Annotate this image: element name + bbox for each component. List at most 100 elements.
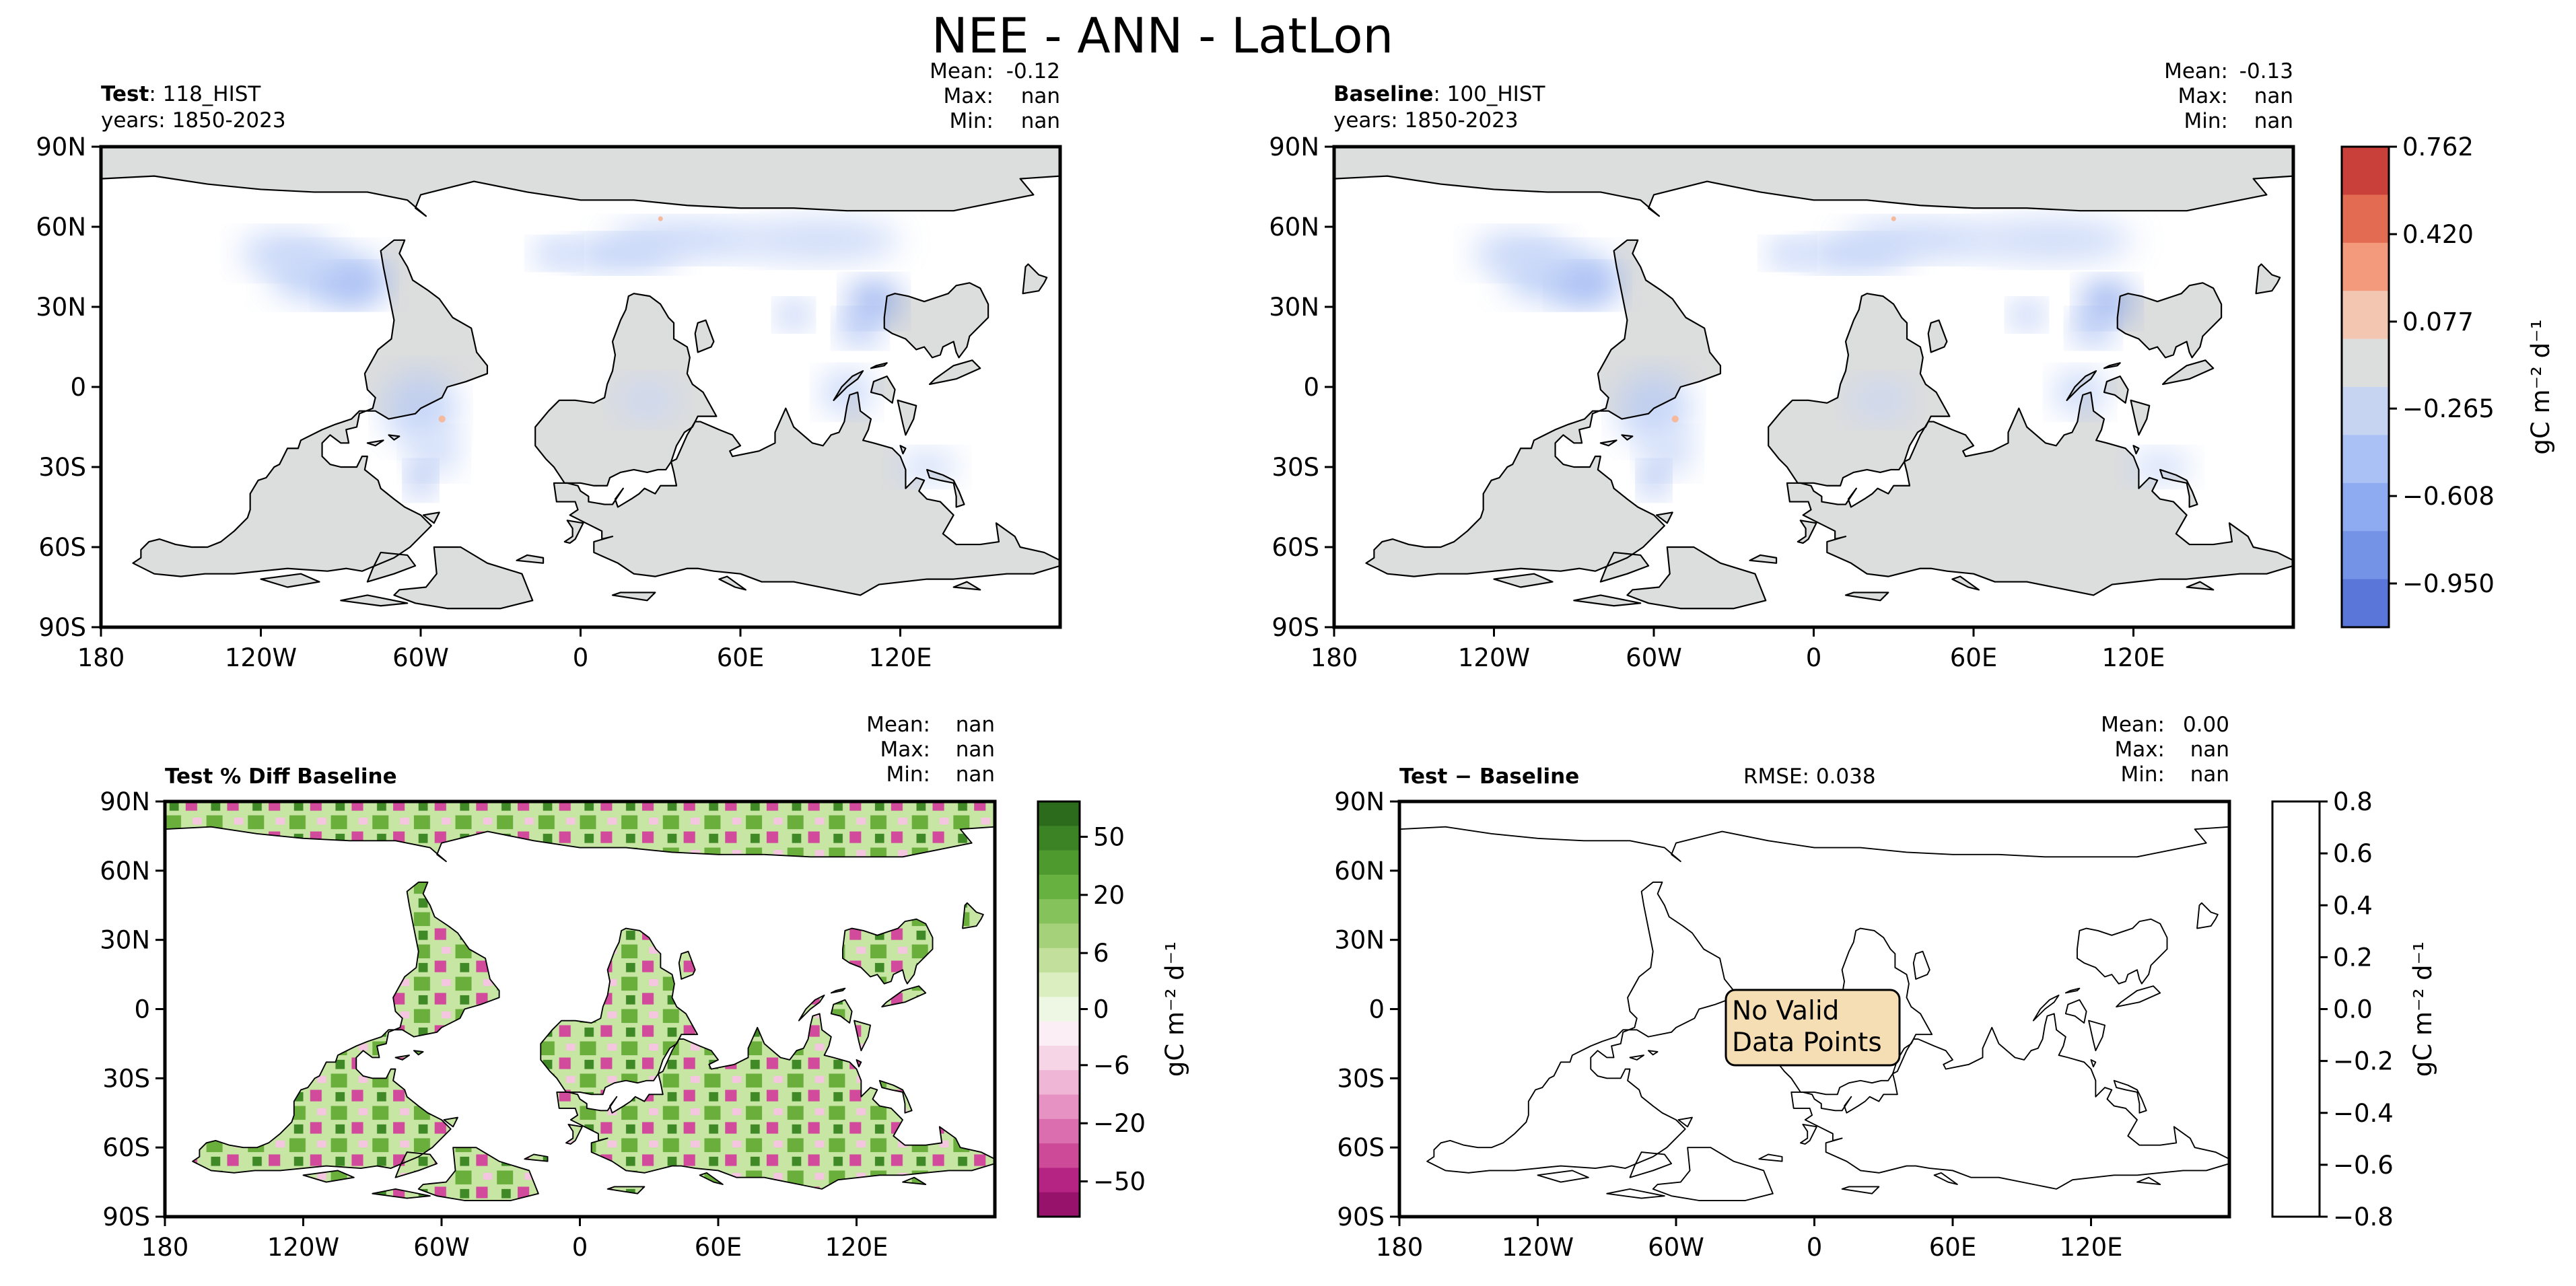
colorbar-segment	[2272, 801, 2320, 1217]
test-min-label: Min:	[950, 109, 994, 133]
baseline-lon-tick-label: 120W	[1458, 643, 1530, 672]
colorbar-segment	[1038, 850, 1080, 876]
diff-max-value: nan	[2190, 738, 2229, 762]
diff-lon-tick-label: 60W	[1648, 1233, 1704, 1262]
colorbar-segment	[1038, 1168, 1080, 1193]
colorbar-tick-label: −50	[1093, 1168, 1146, 1196]
colorbar-segment	[1038, 874, 1080, 900]
colorbar-tick-label: 20	[1093, 881, 1125, 910]
baseline-mean-value: -0.13	[2239, 59, 2293, 83]
pctdiff-lat-tick-label: 30S	[102, 1064, 150, 1093]
colorbar-segment	[1038, 826, 1080, 851]
diff-lon-tick-label: 0	[1807, 1233, 1823, 1262]
colorbar-segment	[2342, 242, 2389, 291]
test-lat-tick-label: 90S	[38, 613, 86, 642]
baseline-lon-tick-label: 180	[1311, 643, 1358, 672]
baseline-case-name: : 100_HIST	[1433, 82, 1545, 106]
baseline-lat-tick-label: 60N	[1269, 213, 1319, 242]
colorbar-segment	[2342, 483, 2389, 532]
diff-lon-tick-label: 120W	[1502, 1233, 1574, 1262]
colorbar-segment	[1038, 1192, 1080, 1217]
pctdiff-lon-tick-label: 60W	[413, 1233, 470, 1262]
test-years: years: 1850-2023	[101, 108, 286, 133]
colorbar-main: 0.762 0.420 0.077 −0.265 −0.608 −0.950 gC m⁻² …	[2340, 133, 2555, 629]
colorbar-tick-label: −0.4	[2333, 1099, 2394, 1128]
pctdiff-lat-tick-label: 30N	[100, 926, 150, 955]
pctdiff-max-value: nan	[956, 738, 995, 762]
baseline-years: years: 1850-2023	[1333, 108, 1519, 133]
pctdiff-min-label: Min:	[886, 762, 930, 787]
baseline-lon-tick-label: 120E	[2102, 643, 2165, 672]
colorbar-tick-label: −0.265	[2402, 394, 2495, 423]
colorbar-units-label: gC m⁻² d⁻¹	[1160, 941, 1189, 1077]
colorbar-tick-label: −20	[1093, 1109, 1146, 1138]
baseline-lat-tick-label: 30N	[1269, 293, 1319, 322]
colorbar-segment	[2342, 531, 2389, 580]
colorbar-tick-label: −0.2	[2333, 1047, 2394, 1076]
colorbar-tick-label: 0.6	[2333, 839, 2373, 868]
baseline-panel-header: Baseline: 100_HIST years: 1850-2023 Mean…	[1333, 59, 2293, 133]
test-panel-header: Test: 118_HIST years: 1850-2023 Mean: -0…	[101, 59, 1060, 133]
colorbar-segment	[1038, 997, 1080, 1022]
pctdiff-lon-tick-label: 120W	[267, 1233, 339, 1262]
colorbar-segment	[1038, 1021, 1080, 1046]
colorbar-segment	[2342, 147, 2389, 196]
test-lon-tick-label: 0	[573, 643, 589, 672]
pctdiff-lat-tick-label: 60N	[100, 857, 150, 886]
diff-mean-label: Mean:	[2101, 713, 2165, 737]
baseline-mean-label: Mean:	[2164, 59, 2228, 83]
colorbar-tick-label: 0	[1093, 995, 1109, 1024]
test-lat-tick-label: 0	[70, 373, 86, 402]
test-lat-tick-label: 30S	[38, 453, 86, 482]
colorbar-segment	[1038, 923, 1080, 949]
colorbar-tick-label: 0.4	[2333, 891, 2373, 920]
diff-lat-tick-label: 30N	[1334, 926, 1385, 955]
baseline-lat-tick-label: 0	[1303, 373, 1319, 402]
diff-min-value: nan	[2190, 762, 2229, 787]
diff-lat-tick-label: 60S	[1337, 1133, 1385, 1162]
pctdiff-lon-tick-label: 0	[572, 1233, 588, 1262]
pctdiff-max-label: Max:	[880, 738, 930, 762]
diff-lat-tick-label: 90N	[1334, 787, 1385, 816]
baseline-data-field	[1472, 216, 2192, 497]
colorbar-tick-label: 0.2	[2333, 943, 2373, 972]
pctdiff-lon-tick-label: 180	[141, 1233, 189, 1262]
colorbar-segment	[2342, 338, 2389, 388]
baseline-lat-tick-label: 30S	[1272, 453, 1319, 482]
diff-lat-tick-label: 0	[1368, 995, 1385, 1024]
colorbar-tick-label: 0.420	[2402, 220, 2474, 249]
colorbar-segment	[2342, 291, 2389, 340]
colorbar-tick-label: 6	[1093, 939, 1109, 968]
colorbar-pct-diff: 50 20 6 0 −6 −20 −50 gC m⁻² d⁻¹	[1037, 800, 1189, 1218]
no-data-line-1: No Valid	[1732, 996, 1839, 1026]
diff-title: Test − Baseline	[1399, 764, 1579, 789]
pctdiff-min-value: nan	[956, 762, 995, 787]
test-title-label: Test	[101, 82, 149, 106]
test-min-value: nan	[1021, 109, 1060, 133]
pctdiff-lon-tick-label: 60E	[695, 1233, 742, 1262]
baseline-lat-tick-label: 90S	[1272, 613, 1319, 642]
diff-mean-value: 0.00	[2183, 713, 2229, 737]
diff-lon-tick-label: 180	[1376, 1233, 1424, 1262]
baseline-min-label: Min:	[2184, 109, 2228, 133]
no-data-line-2: Data Points	[1732, 1028, 1882, 1058]
baseline-lat-tick-label: 60S	[1272, 533, 1319, 562]
colorbar-segment	[2342, 435, 2389, 484]
test-lon-tick-label: 120E	[869, 643, 932, 672]
baseline-lon-tick-label: 60W	[1626, 643, 1682, 672]
diff-lon-tick-label: 120E	[2060, 1233, 2123, 1262]
baseline-title-label: Baseline	[1333, 82, 1433, 106]
test-lat-tick-label: 30N	[36, 293, 86, 322]
colorbar-tick-label: 50	[1093, 822, 1125, 851]
colorbar-tick-label: 0.077	[2402, 308, 2474, 336]
diff-lat-tick-label: 60N	[1334, 857, 1385, 886]
pctdiff-title: Test % Diff Baseline	[165, 764, 397, 789]
colorbar-tick-label: −6	[1093, 1051, 1130, 1080]
pctdiff-lat-tick-label: 60S	[102, 1133, 150, 1162]
test-lon-tick-label: 60W	[392, 643, 449, 672]
pctdiff-mean-value: nan	[956, 713, 995, 737]
colorbar-segment	[2342, 387, 2389, 436]
